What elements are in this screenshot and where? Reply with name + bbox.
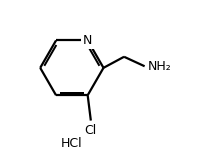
Text: N: N [83, 34, 92, 47]
Text: NH₂: NH₂ [147, 60, 171, 73]
Text: Cl: Cl [84, 124, 96, 137]
Text: HCl: HCl [61, 137, 82, 150]
